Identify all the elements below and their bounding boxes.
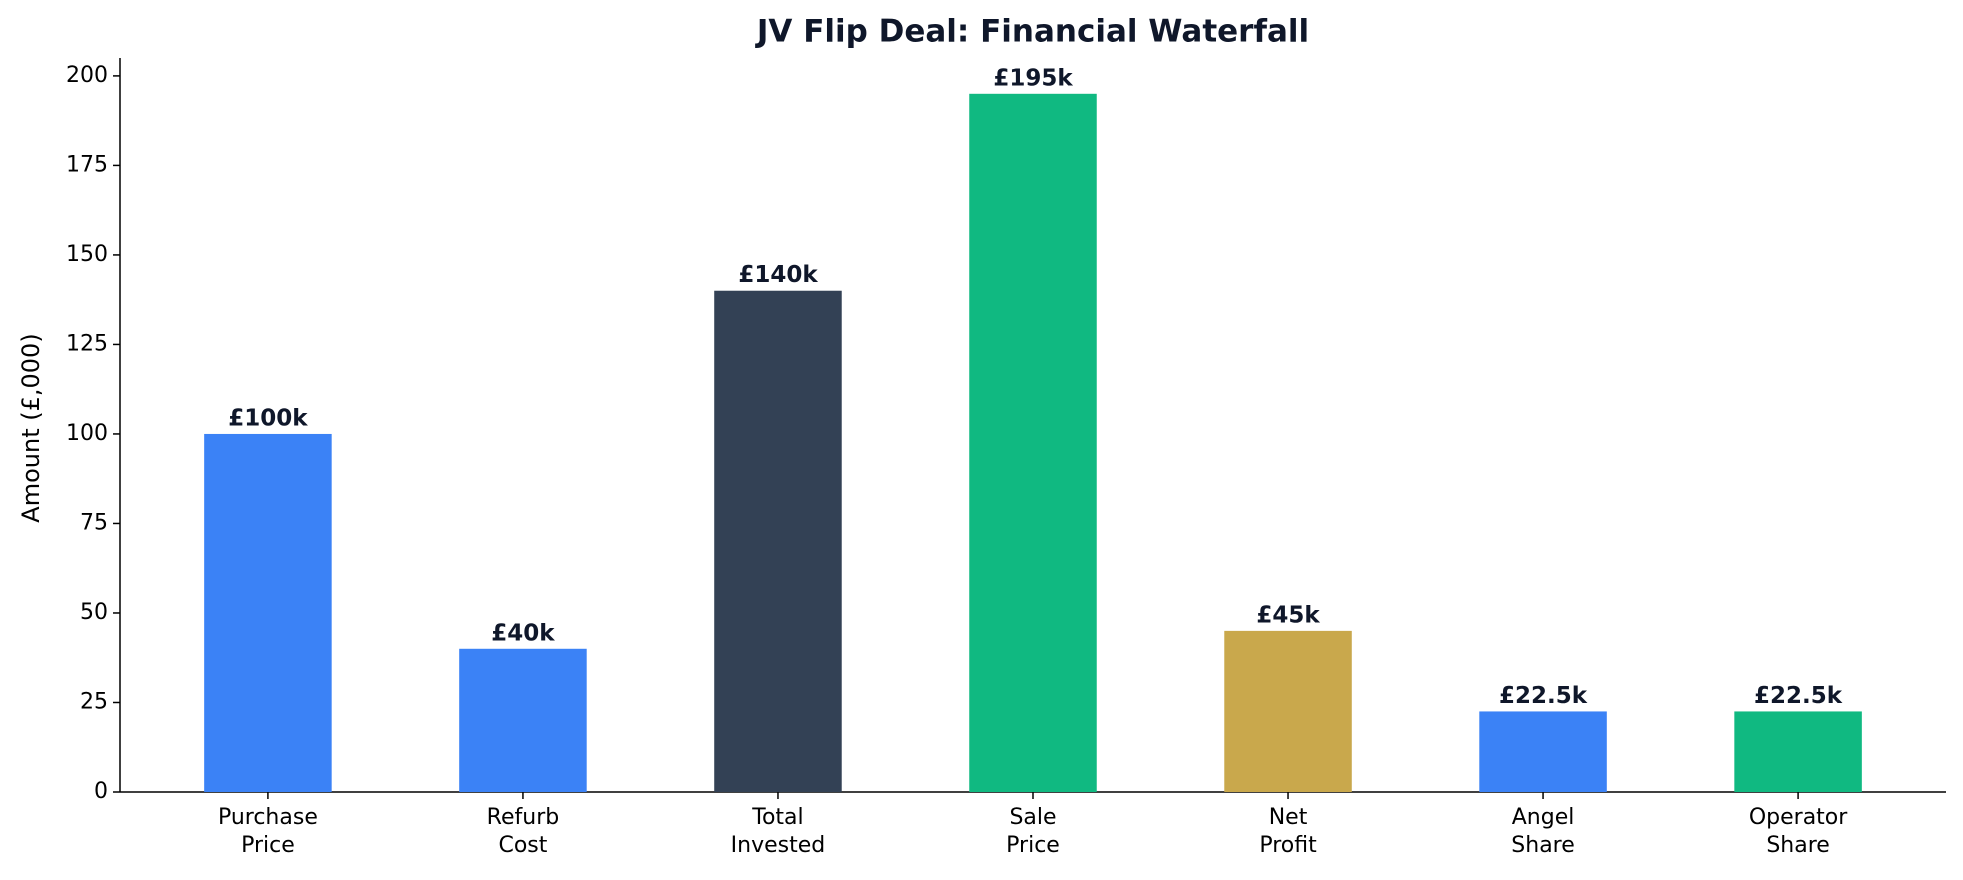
x-tick-label: Total Invested: [730, 805, 826, 858]
x-tick-label: Operator Share: [1748, 805, 1848, 858]
y-tick-label: 25: [80, 689, 108, 714]
bar: [204, 433, 332, 792]
chart-title: JV Flip Deal: Financial Waterfall: [755, 14, 1309, 50]
y-tick-label: 50: [80, 600, 108, 625]
value-label: £22.5k: [1754, 683, 1843, 709]
bar: [1479, 711, 1607, 792]
x-tick-label: Purchase Price: [217, 805, 318, 858]
value-label: £22.5k: [1499, 683, 1588, 709]
y-tick-label: 200: [66, 63, 108, 88]
x-tick-label: Net Profit: [1259, 805, 1317, 858]
bar: [1224, 630, 1352, 792]
value-label: £45k: [1256, 602, 1320, 628]
value-label: £195k: [993, 65, 1073, 91]
value-label: £140k: [738, 262, 818, 288]
y-axis-label: Amount (£,000): [17, 333, 45, 522]
x-tick-label: Sale Price: [1006, 805, 1060, 858]
y-tick-label: 175: [66, 152, 108, 177]
y-tick-label: 125: [66, 331, 108, 356]
bar: [459, 648, 587, 792]
value-label: £40k: [491, 620, 555, 646]
y-tick-label: 75: [80, 510, 108, 535]
bar: [1734, 711, 1862, 792]
value-label: £100k: [228, 405, 308, 431]
x-tick-label: Refurb Cost: [486, 805, 560, 858]
bar: [969, 93, 1097, 793]
y-tick-label: 100: [66, 421, 108, 446]
bar: [714, 290, 842, 792]
y-tick-label: 150: [66, 242, 108, 267]
y-tick-label: 0: [94, 779, 108, 804]
x-tick-label: Angel Share: [1511, 805, 1575, 858]
